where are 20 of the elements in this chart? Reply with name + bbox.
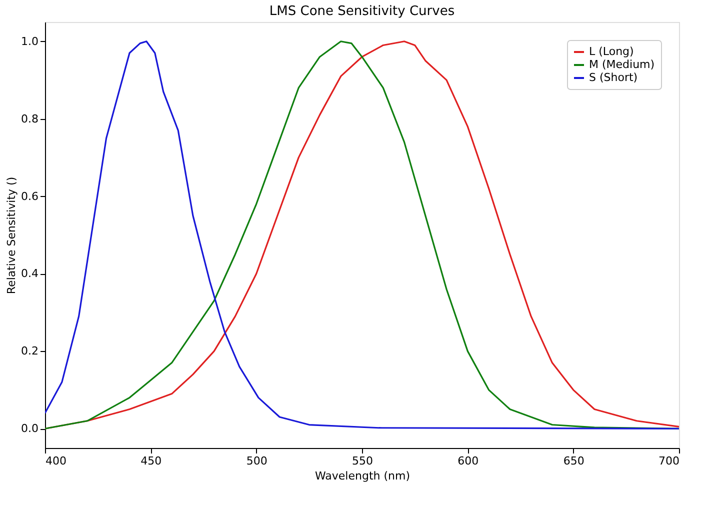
y-tick-label: 0.0 bbox=[21, 422, 38, 436]
x-tick-label: 500 bbox=[246, 454, 268, 468]
x-tick-label: 650 bbox=[563, 454, 584, 468]
legend-label: M (Medium) bbox=[589, 58, 655, 71]
y-tick-label: 1.0 bbox=[21, 34, 38, 48]
y-tick-label: 0.8 bbox=[21, 112, 38, 126]
chart-title: LMS Cone Sensitivity Curves bbox=[269, 4, 455, 19]
x-tick-label: 700 bbox=[658, 454, 680, 468]
legend-label: L (Long) bbox=[589, 45, 634, 58]
y-tick-label: 0.2 bbox=[21, 344, 38, 358]
legend-label: S (Short) bbox=[589, 71, 638, 84]
y-tick-label: 0.4 bbox=[21, 267, 38, 280]
y-tick-label: 0.6 bbox=[21, 190, 38, 203]
x-axis-title: Wavelength (nm) bbox=[314, 470, 410, 482]
y-axis-title: Relative Sensitivity () bbox=[5, 176, 18, 294]
x-tick-label: 600 bbox=[458, 454, 479, 468]
line-series bbox=[45, 40, 679, 430]
x-tick-label: 450 bbox=[140, 454, 162, 468]
x-tick-label: 400 bbox=[46, 454, 66, 468]
x-tick-label: 550 bbox=[352, 454, 373, 468]
